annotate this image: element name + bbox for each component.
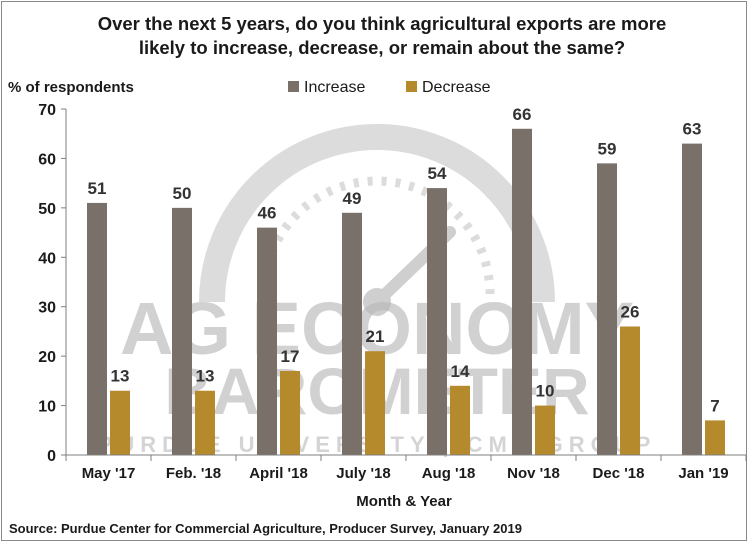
y-tick-label: 10 xyxy=(38,399,56,416)
data-label-increase: 49 xyxy=(343,189,362,208)
x-tick-label: July '18 xyxy=(336,465,390,482)
bar-decrease xyxy=(705,420,725,455)
bar-decrease xyxy=(280,370,300,455)
legend-label: Decrease xyxy=(422,79,491,96)
bar-increase xyxy=(427,188,447,456)
data-label-decrease: 26 xyxy=(621,302,640,321)
bar-decrease xyxy=(535,405,555,455)
y-tick-label: 60 xyxy=(38,151,56,168)
bar-decrease xyxy=(110,390,130,455)
y-tick-label: 20 xyxy=(38,349,56,366)
data-label-increase: 50 xyxy=(173,184,192,203)
bars: 51 13 50 13 46 17 49 21 54 14 66 10 59 26 63 7 xyxy=(87,105,725,456)
x-axis-label: Month & Year xyxy=(356,493,452,510)
bar-decrease xyxy=(365,351,385,455)
y-axis: 0 10 20 30 40 50 60 70 xyxy=(38,102,67,465)
data-label-decrease: 10 xyxy=(536,382,555,401)
data-label-increase: 51 xyxy=(88,179,107,198)
data-label-decrease: 14 xyxy=(451,362,470,381)
title-line: Over the next 5 years, do you think agri… xyxy=(98,13,667,34)
bar-increase xyxy=(342,212,362,455)
bar-increase xyxy=(257,227,277,455)
x-axis: May '17 Feb. '18 April '18 July '18 Aug '18 N… xyxy=(65,454,747,482)
legend-swatch xyxy=(406,81,417,92)
bar-increase xyxy=(597,163,617,455)
y-tick-label: 40 xyxy=(38,250,56,267)
bar-decrease xyxy=(195,390,215,455)
data-label-increase: 54 xyxy=(428,164,447,183)
y-axis-label: % of respondents xyxy=(8,79,134,96)
watermark-gauge-hub xyxy=(363,288,391,316)
y-tick-label: 70 xyxy=(38,102,56,119)
x-tick-label: Dec '18 xyxy=(593,465,645,482)
data-label-decrease: 13 xyxy=(111,367,130,386)
data-label-decrease: 17 xyxy=(281,347,300,366)
title-line: likely to increase, decrease, or remain … xyxy=(139,37,625,58)
bar-decrease xyxy=(450,385,470,455)
data-label-increase: 46 xyxy=(258,204,277,223)
legend-swatch xyxy=(288,81,299,92)
chart-title: Over the next 5 years, do you think agri… xyxy=(98,13,667,58)
bar-increase xyxy=(512,128,532,455)
data-label-decrease: 21 xyxy=(366,327,385,346)
y-tick-label: 30 xyxy=(38,300,56,317)
bar-increase xyxy=(682,143,702,455)
data-label-increase: 63 xyxy=(683,120,702,139)
data-label-increase: 66 xyxy=(513,105,532,124)
bar-increase xyxy=(87,202,107,455)
y-tick-label: 0 xyxy=(47,448,56,465)
data-label-increase: 59 xyxy=(598,139,617,158)
x-tick-label: Jan '19 xyxy=(678,465,728,482)
data-label-decrease: 13 xyxy=(196,367,215,386)
bar-increase xyxy=(172,207,192,455)
watermark-gauge-ticks xyxy=(259,176,495,295)
x-tick-label: Feb. '18 xyxy=(166,465,221,482)
x-tick-label: April '18 xyxy=(249,465,308,482)
y-tick-label: 50 xyxy=(38,201,56,218)
source-note: Source: Purdue Center for Commercial Agr… xyxy=(9,521,522,536)
legend: Increase Decrease xyxy=(288,79,491,96)
data-label-decrease: 7 xyxy=(710,396,719,415)
x-tick-label: Aug '18 xyxy=(422,465,476,482)
legend-label: Increase xyxy=(304,79,365,96)
bar-decrease xyxy=(620,326,640,455)
x-tick-label: Nov '18 xyxy=(507,465,560,482)
x-tick-label: May '17 xyxy=(82,465,136,482)
